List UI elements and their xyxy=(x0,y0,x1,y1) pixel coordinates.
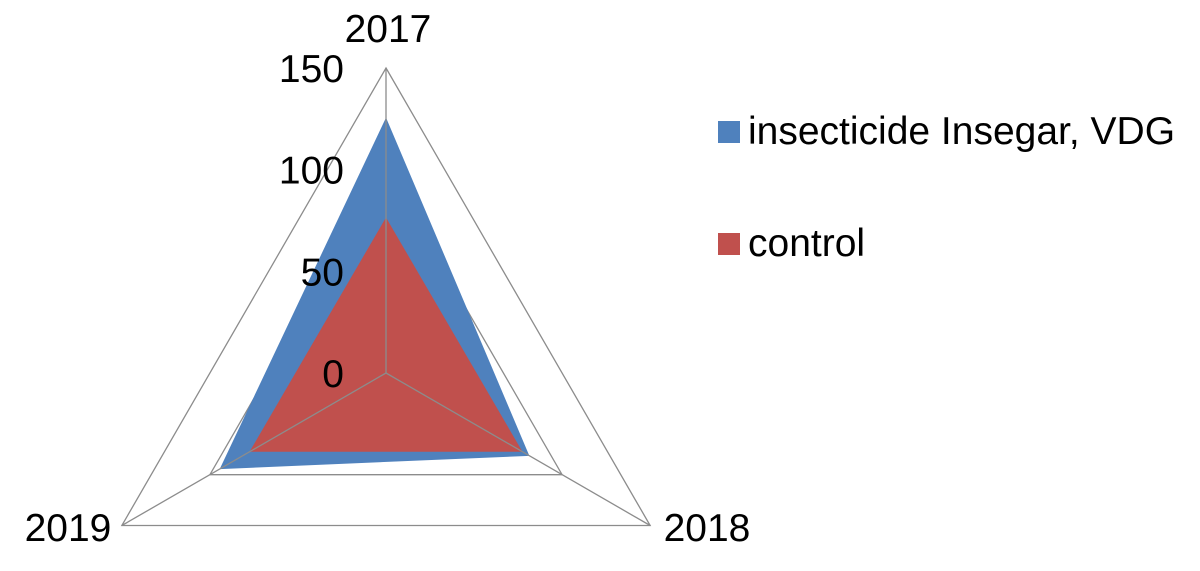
legend-label-insecticide: insecticide Insegar, VDG xyxy=(748,110,1176,153)
grid-ring-150 xyxy=(120,66,652,527)
category-label-2019: 2019 xyxy=(25,507,112,550)
radial-tick-label-150: 150 xyxy=(279,48,344,91)
legend-item-insecticide: insecticide Insegar, VDG xyxy=(718,108,1188,156)
category-label-2018: 2018 xyxy=(664,507,751,550)
axis-spoke-2019 xyxy=(121,372,387,527)
legend-swatch-insecticide xyxy=(718,121,740,143)
axis-spoke-2018 xyxy=(385,372,651,527)
radar-series xyxy=(219,117,530,470)
category-label-2017: 2017 xyxy=(345,8,432,51)
radial-tick-label-50: 50 xyxy=(301,251,344,294)
legend-label-control: control xyxy=(748,222,866,265)
radar-labels: 2017 2018 2019 0 50 100 150 xyxy=(25,8,751,550)
legend-item-control: control xyxy=(718,220,1188,268)
radial-tick-label-0: 0 xyxy=(322,353,344,396)
radar-axes xyxy=(121,68,651,527)
radial-tick-label-100: 100 xyxy=(279,150,344,193)
legend-swatch-control xyxy=(718,233,740,255)
legend: insecticide Insegar, VDG control xyxy=(718,108,1188,332)
